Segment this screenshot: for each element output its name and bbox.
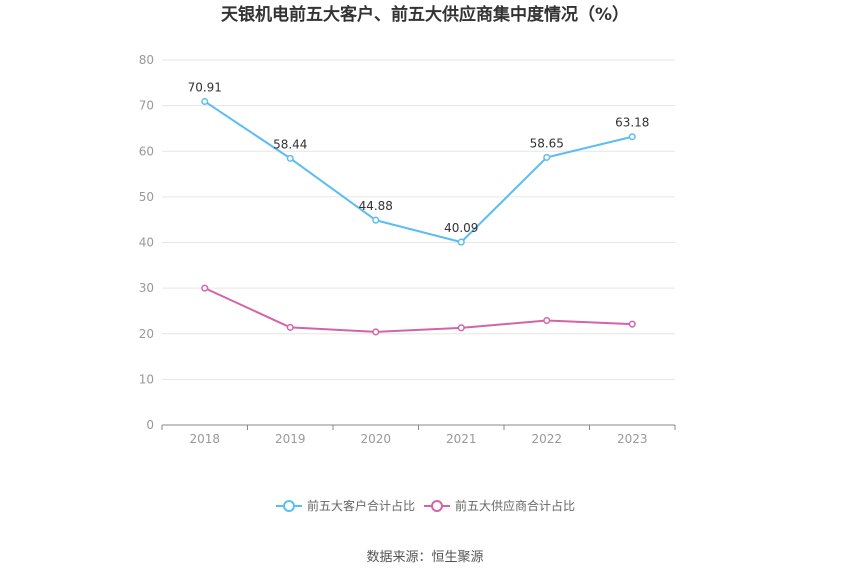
x-axis: 2018 2019 2020 2021 2022 2023 [161,424,676,446]
legend-label-customers: 前五大客户合计占比 [307,498,415,513]
y-tick-label: 30 [139,281,154,295]
data-point[interactable] [286,323,294,331]
y-tick-label: 10 [139,372,154,386]
y-tick-label: 0 [146,418,154,432]
data-point[interactable] [372,328,380,336]
data-point[interactable] [457,238,465,246]
data-label: 58.65 [530,136,564,150]
y-tick-label: 60 [139,144,154,158]
chart-title: 天银机电前五大客户、前五大供应商集中度情况（%） [221,4,629,25]
data-label: 58.44 [273,137,307,151]
data-label: 70.91 [188,80,222,94]
data-point[interactable] [543,316,551,325]
x-tick-label: 2023 [617,432,648,446]
y-tick-label: 20 [139,327,154,341]
data-label: 40.09 [444,221,478,235]
series-layer: 70.91 58.44 44.88 40.09 58.65 63.18 [188,80,649,336]
x-tick-label: 2018 [189,432,220,446]
y-tick-label: 40 [139,236,154,250]
data-source: 数据来源：恒生聚源 [366,550,483,565]
series-line-1 [204,287,633,333]
data-point[interactable] [457,324,465,332]
series-line-0 [204,100,633,244]
data-point[interactable] [286,154,294,162]
y-axis: 0 10 20 30 40 50 60 70 80 [139,53,154,432]
y-tick-label: 80 [139,53,154,67]
data-label: 44.88 [359,199,393,213]
data-point[interactable] [543,153,551,161]
data-point[interactable] [372,216,380,224]
x-tick-label: 2019 [275,432,306,446]
y-tick-label: 50 [139,190,154,204]
grid [162,59,675,380]
x-tick-label: 2021 [446,432,477,446]
data-point[interactable] [628,133,636,141]
legend: 前五大客户合计占比 前五大供应商合计占比 [276,498,575,513]
data-point[interactable] [628,320,636,328]
legend-item-customers[interactable]: 前五大客户合计占比 [276,498,415,513]
y-tick-label: 70 [139,99,154,113]
data-label: 63.18 [615,116,649,130]
x-tick-label: 2022 [531,432,562,446]
legend-item-suppliers[interactable]: 前五大供应商合计占比 [424,498,575,513]
x-tick-label: 2020 [360,432,391,446]
data-point[interactable] [201,284,209,292]
legend-label-suppliers: 前五大供应商合计占比 [455,498,575,513]
data-point[interactable] [201,97,209,106]
